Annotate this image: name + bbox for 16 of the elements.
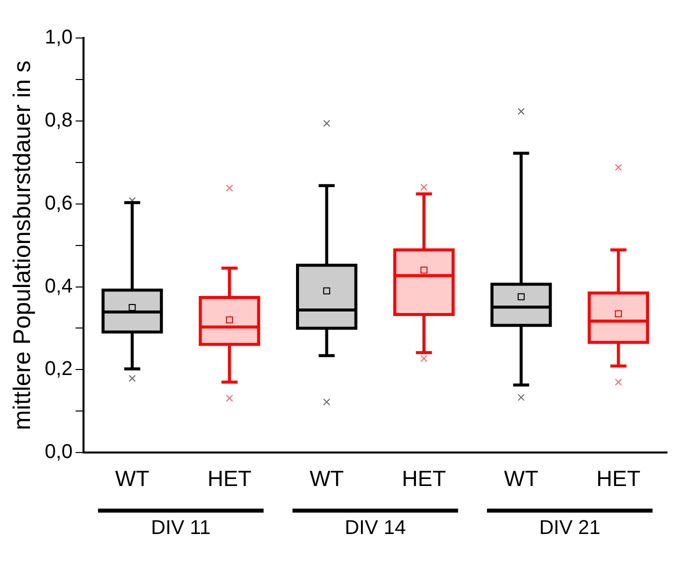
x-tick-label: HET — [596, 466, 640, 491]
x-tick-label: WT — [504, 466, 538, 491]
y-tick-label: 1,0 — [44, 26, 73, 49]
y-tick-label: 0,6 — [44, 192, 73, 214]
y-axis-title: mittlere Populationsburstdauer in s — [9, 60, 36, 430]
y-tick-label: 0,4 — [44, 275, 73, 298]
x-tick-label: WT — [310, 466, 344, 491]
x-tick-label: HET — [402, 466, 446, 491]
text: DIV 11 — [151, 517, 211, 540]
x-tick-label: HET — [207, 466, 252, 491]
y-tick-label: 0,2 — [44, 358, 73, 380]
x-tick-label: WT — [115, 466, 150, 491]
y-tick-label: 0,8 — [44, 109, 73, 132]
text: DIV 14 — [344, 517, 406, 540]
y-tick-label: 0,0 — [44, 441, 73, 464]
text: DIV 21 — [539, 517, 600, 540]
